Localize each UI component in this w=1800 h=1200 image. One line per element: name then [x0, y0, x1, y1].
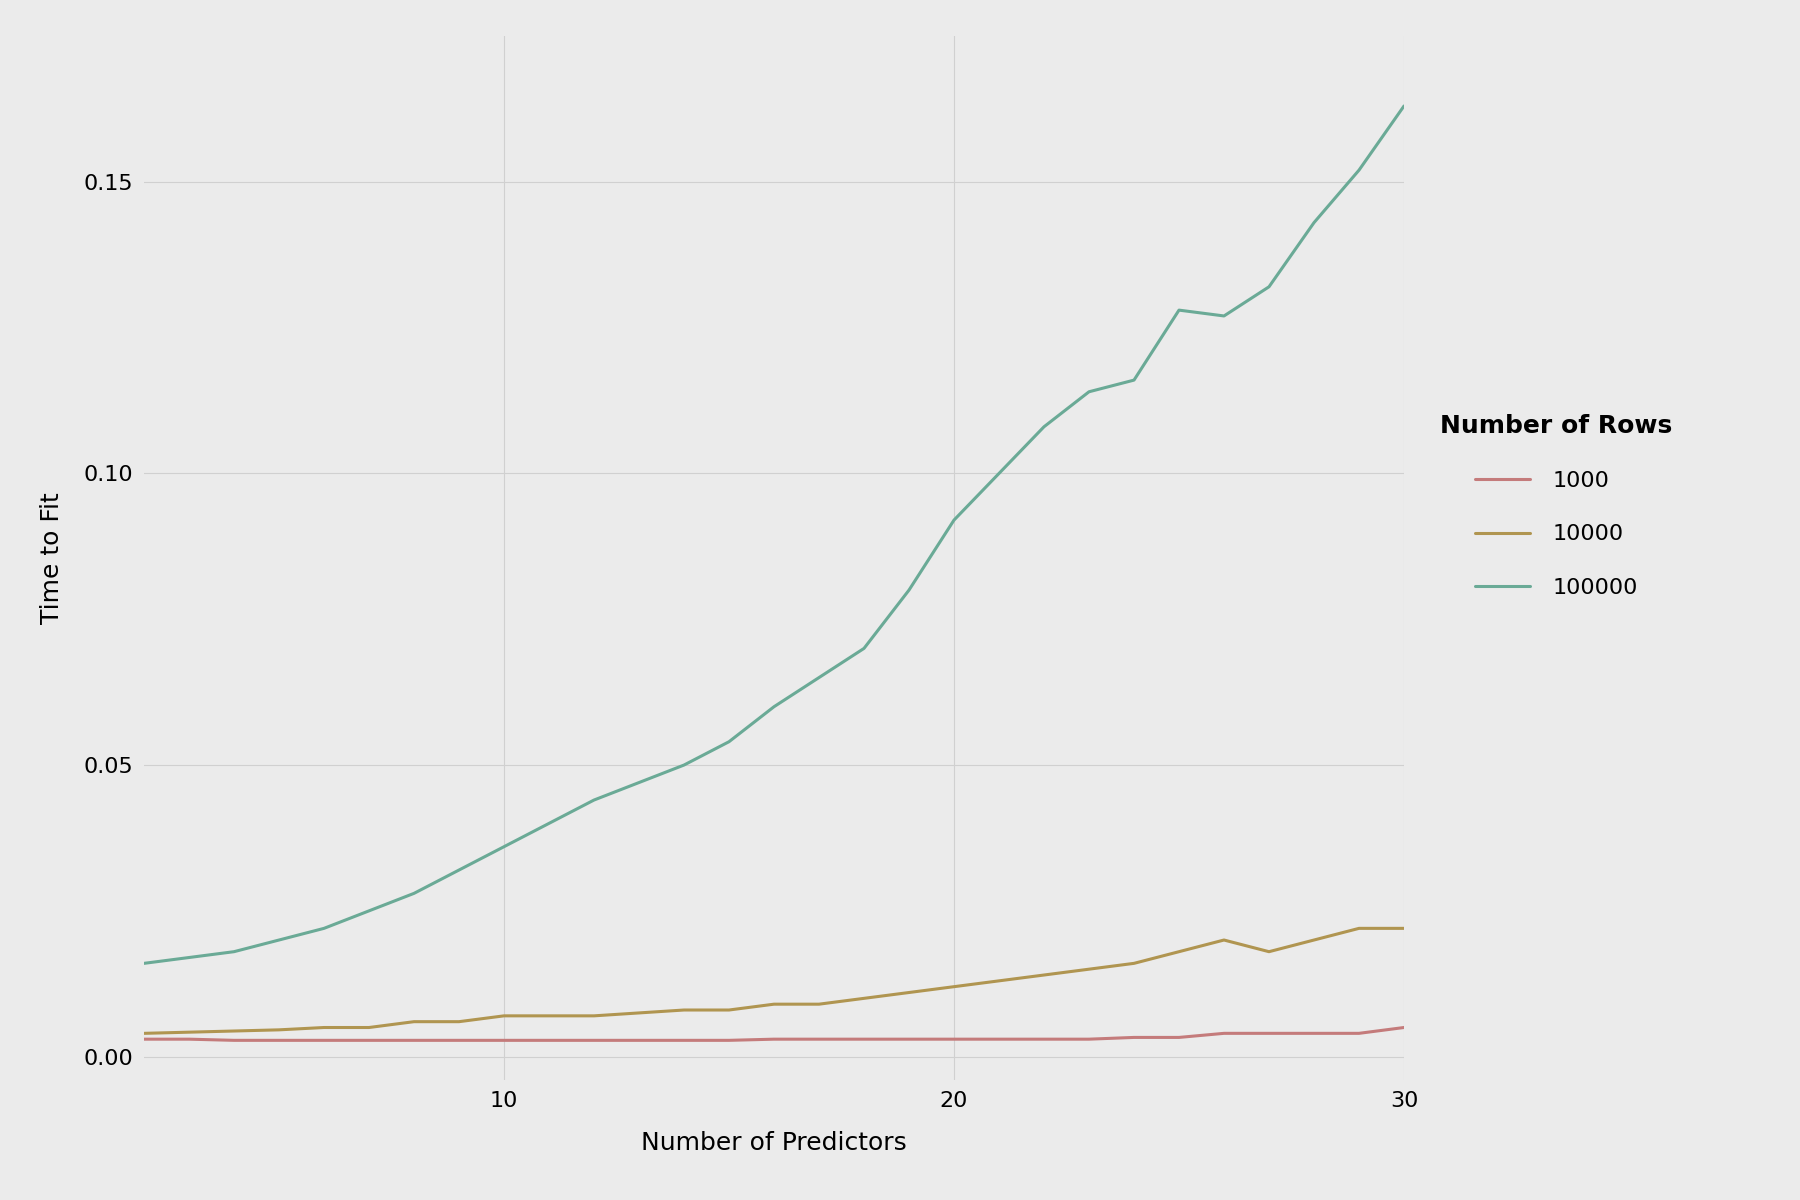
100000: [808, 671, 830, 685]
1000: [898, 1032, 920, 1046]
Y-axis label: Time to Fit: Time to Fit: [40, 492, 63, 624]
100000: [943, 512, 965, 527]
1000: [1213, 1026, 1235, 1040]
10000: [988, 973, 1010, 988]
1000: [1258, 1026, 1280, 1040]
10000: [358, 1020, 380, 1034]
1000: [583, 1033, 605, 1048]
100000: [898, 583, 920, 598]
1000: [628, 1033, 650, 1048]
Line: 100000: 100000: [144, 106, 1404, 964]
100000: [448, 863, 470, 877]
1000: [808, 1032, 830, 1046]
100000: [223, 944, 245, 959]
10000: [1213, 932, 1235, 947]
1000: [1168, 1031, 1190, 1045]
100000: [853, 641, 875, 655]
10000: [1258, 944, 1280, 959]
100000: [538, 816, 560, 830]
1000: [673, 1033, 695, 1048]
100000: [133, 956, 155, 971]
10000: [1123, 956, 1145, 971]
100000: [763, 700, 785, 714]
100000: [268, 932, 290, 947]
100000: [1078, 384, 1100, 398]
Line: 1000: 1000: [144, 1027, 1404, 1040]
10000: [1393, 922, 1415, 936]
10000: [1078, 962, 1100, 977]
10000: [223, 1024, 245, 1038]
100000: [673, 758, 695, 773]
1000: [1303, 1026, 1325, 1040]
10000: [808, 997, 830, 1012]
10000: [763, 997, 785, 1012]
100000: [1348, 163, 1370, 178]
1000: [1123, 1031, 1145, 1045]
100000: [1258, 280, 1280, 294]
100000: [1123, 373, 1145, 388]
10000: [538, 1009, 560, 1024]
10000: [448, 1014, 470, 1028]
10000: [583, 1009, 605, 1024]
1000: [1033, 1032, 1055, 1046]
1000: [763, 1032, 785, 1046]
100000: [1168, 302, 1190, 317]
10000: [1303, 932, 1325, 947]
1000: [313, 1033, 335, 1048]
1000: [133, 1032, 155, 1046]
Line: 10000: 10000: [144, 929, 1404, 1033]
10000: [943, 979, 965, 994]
10000: [493, 1009, 515, 1024]
10000: [133, 1026, 155, 1040]
10000: [313, 1020, 335, 1034]
100000: [358, 904, 380, 918]
10000: [718, 1003, 740, 1018]
10000: [403, 1014, 425, 1028]
100000: [1393, 98, 1415, 113]
1000: [988, 1032, 1010, 1046]
1000: [1393, 1020, 1415, 1034]
10000: [853, 991, 875, 1006]
100000: [493, 840, 515, 854]
1000: [538, 1033, 560, 1048]
100000: [1033, 420, 1055, 434]
10000: [628, 1006, 650, 1020]
10000: [268, 1022, 290, 1037]
100000: [628, 775, 650, 790]
1000: [853, 1032, 875, 1046]
1000: [493, 1033, 515, 1048]
100000: [988, 467, 1010, 481]
100000: [1213, 308, 1235, 323]
X-axis label: Number of Predictors: Number of Predictors: [641, 1130, 907, 1154]
1000: [223, 1033, 245, 1048]
100000: [718, 734, 740, 749]
Legend: 1000, 10000, 100000: 1000, 10000, 100000: [1440, 414, 1672, 598]
10000: [898, 985, 920, 1000]
10000: [1168, 944, 1190, 959]
100000: [178, 950, 200, 965]
10000: [178, 1025, 200, 1039]
1000: [268, 1033, 290, 1048]
10000: [673, 1003, 695, 1018]
10000: [1348, 922, 1370, 936]
1000: [943, 1032, 965, 1046]
1000: [358, 1033, 380, 1048]
100000: [583, 793, 605, 808]
100000: [313, 922, 335, 936]
1000: [403, 1033, 425, 1048]
100000: [403, 886, 425, 900]
100000: [1303, 216, 1325, 230]
1000: [1078, 1032, 1100, 1046]
10000: [1033, 968, 1055, 983]
1000: [178, 1032, 200, 1046]
1000: [448, 1033, 470, 1048]
1000: [1348, 1026, 1370, 1040]
1000: [718, 1033, 740, 1048]
